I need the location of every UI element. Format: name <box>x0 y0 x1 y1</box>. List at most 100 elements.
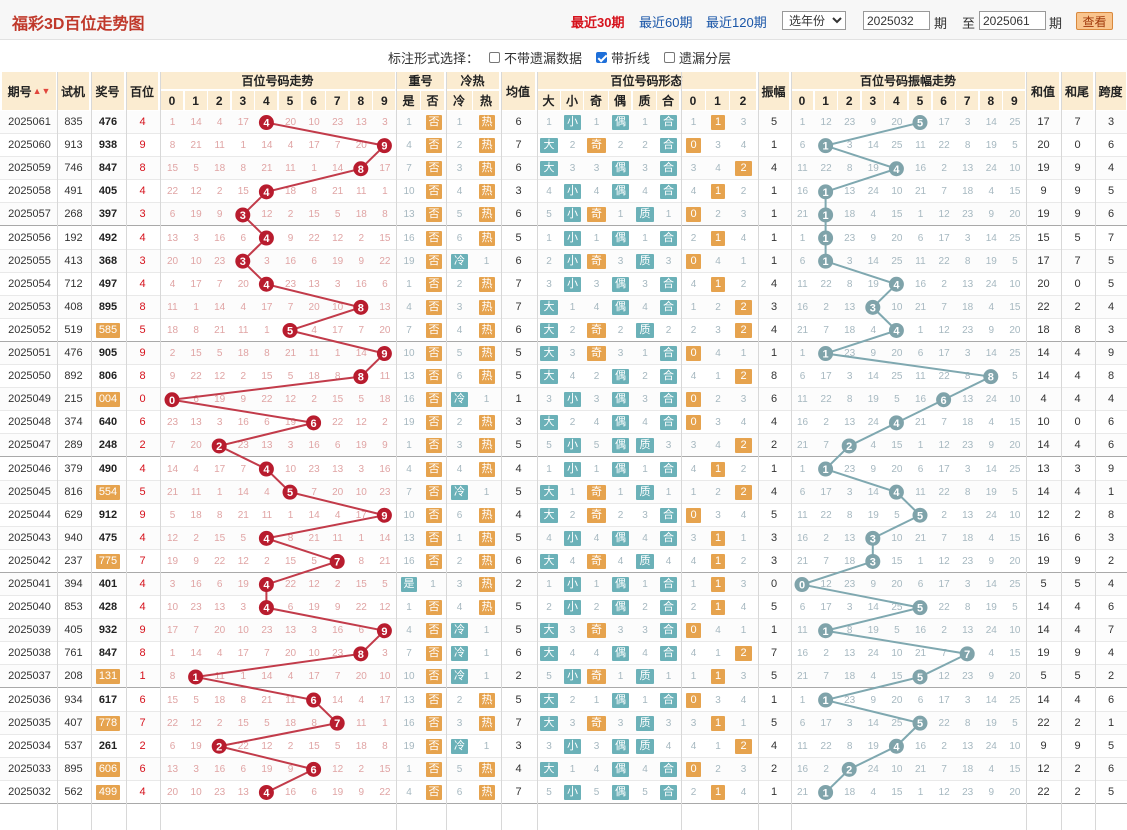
hot-chip: 热 <box>479 346 495 361</box>
prize-cell: 585 <box>96 322 120 338</box>
amp-miss: 18 <box>962 532 974 544</box>
tail-cell: 4 <box>1074 693 1081 706</box>
trend-miss: 11 <box>190 486 202 498</box>
from-issue-input[interactable] <box>863 11 930 30</box>
option-no-miss[interactable]: 不带遗漏数据 <box>489 48 582 67</box>
trend-miss: 8 <box>382 209 388 221</box>
shape-chip-big: 大 <box>540 299 558 315</box>
amp-miss: 8 <box>846 394 853 406</box>
issue-cell: 2025032 <box>8 785 51 798</box>
table-row <box>0 180 1127 204</box>
query-button[interactable]: 查看 <box>1076 12 1113 30</box>
checkbox-icon[interactable] <box>489 52 500 63</box>
amp-miss: 12 <box>820 117 832 128</box>
shape-miss: 2 <box>593 371 600 383</box>
amp-miss: 19 <box>985 486 997 498</box>
period-120-link[interactable]: 最近120期 <box>706 15 767 30</box>
trend-miss: 13 <box>166 232 179 244</box>
remainder-miss: 2 <box>715 394 721 406</box>
prize-cell: 497 <box>98 277 118 290</box>
amp-cell: 1 <box>770 624 778 637</box>
amp-miss: 4 <box>870 440 877 452</box>
option-line[interactable]: 带折线 <box>596 48 650 67</box>
trend-miss: 10 <box>190 255 202 267</box>
amp-miss: 1 <box>799 348 806 359</box>
issue-cell: 2025056 <box>8 231 51 244</box>
test-cell: 895 <box>64 762 83 775</box>
column-issue-header[interactable]: 期号 ▲▼ <box>2 72 57 111</box>
amp-cell: 4 <box>770 162 778 175</box>
trend-miss: 12 <box>332 763 344 775</box>
trend-miss: 16 <box>284 786 297 798</box>
remainder-miss: 2 <box>740 463 747 475</box>
trend-miss: 13 <box>284 625 297 637</box>
shape-miss: 1 <box>546 463 552 475</box>
hundreds-cell: 5 <box>139 485 146 498</box>
amp-miss: 6 <box>917 463 924 475</box>
to-issue-input[interactable] <box>979 11 1046 30</box>
tail-cell: 2 <box>1074 762 1081 775</box>
trend-miss: 8 <box>169 671 176 683</box>
remainder-chip: 1 <box>711 230 725 246</box>
shape-chip-composite: 合 <box>660 161 677 177</box>
svg-text:1: 1 <box>823 464 829 476</box>
year-select[interactable]: 选年份 <box>782 11 846 30</box>
table-row <box>0 157 1127 181</box>
sum-cell: 9 <box>1040 185 1047 198</box>
shape-miss: 4 <box>593 417 600 429</box>
shape-miss: 5 <box>546 671 552 683</box>
hot-chip: 热 <box>479 461 495 477</box>
issue-cell: 2025051 <box>8 347 51 359</box>
amp-miss: 9 <box>870 117 877 128</box>
trend-miss: 11 <box>214 140 225 152</box>
prize-cell: 847 <box>98 647 118 660</box>
remainder-chip: 2 <box>735 161 752 177</box>
remainder-miss: 2 <box>690 324 697 336</box>
repeat-no-chip: 否 <box>426 369 442 385</box>
trend-miss: 22 <box>166 717 179 729</box>
amplitude-ball: 1 <box>818 138 834 154</box>
svg-text:4: 4 <box>263 603 270 615</box>
period-60-link[interactable]: 最近60期 <box>639 15 693 30</box>
sort-arrow-icon[interactable]: ▲▼ <box>32 86 51 96</box>
column-hotcold-header: 冷热 <box>446 72 500 90</box>
sub-header-composite: 合 <box>657 91 680 111</box>
amp-miss: 21 <box>914 186 927 198</box>
svg-text:0: 0 <box>799 580 805 592</box>
sum-cell: 5 <box>1040 578 1047 590</box>
trend-miss: 9 <box>216 209 223 221</box>
prize-cell: 617 <box>98 693 118 706</box>
shape-chip-small: 小 <box>564 230 581 246</box>
hundreds-ball: 4 <box>258 230 274 246</box>
span-cell: 8 <box>1107 508 1115 521</box>
trend-miss: 10 <box>166 602 179 614</box>
trend-miss: 9 <box>358 786 365 798</box>
trend-miss: 4 <box>169 278 176 290</box>
sum-cell: 14 <box>1037 439 1050 452</box>
amplitude-trend-line <box>798 121 995 794</box>
period-30-link[interactable]: 最近30期 <box>571 15 625 30</box>
svg-text:3: 3 <box>870 556 876 568</box>
table-row <box>0 689 1127 712</box>
amp-miss: 8 <box>846 278 853 290</box>
remainder-miss: 3 <box>740 671 747 683</box>
amplitude-ball: 5 <box>912 600 928 616</box>
svg-text:9: 9 <box>381 510 387 522</box>
trend-miss: 12 <box>166 532 179 544</box>
option-layered[interactable]: 遗漏分层 <box>664 48 731 67</box>
trend-miss: 17 <box>379 163 391 175</box>
trend-miss: 21 <box>379 555 391 567</box>
hundreds-ball: 5 <box>282 322 298 338</box>
hundreds-ball: 5 <box>282 484 298 500</box>
hundreds-ball: 9 <box>376 138 392 154</box>
remainder-miss: 4 <box>715 348 721 359</box>
remainder-miss: 1 <box>740 625 747 637</box>
checkbox-icon[interactable] <box>664 52 675 63</box>
amp-miss: 7 <box>941 301 947 313</box>
remainder-chip: 0 <box>686 392 701 408</box>
amp-miss: 25 <box>891 255 903 267</box>
checkbox-checked-icon[interactable] <box>596 52 607 63</box>
hundreds-cell: 7 <box>139 716 146 729</box>
trend-digit-header: 8 <box>349 91 373 111</box>
svg-text:0: 0 <box>169 395 175 407</box>
